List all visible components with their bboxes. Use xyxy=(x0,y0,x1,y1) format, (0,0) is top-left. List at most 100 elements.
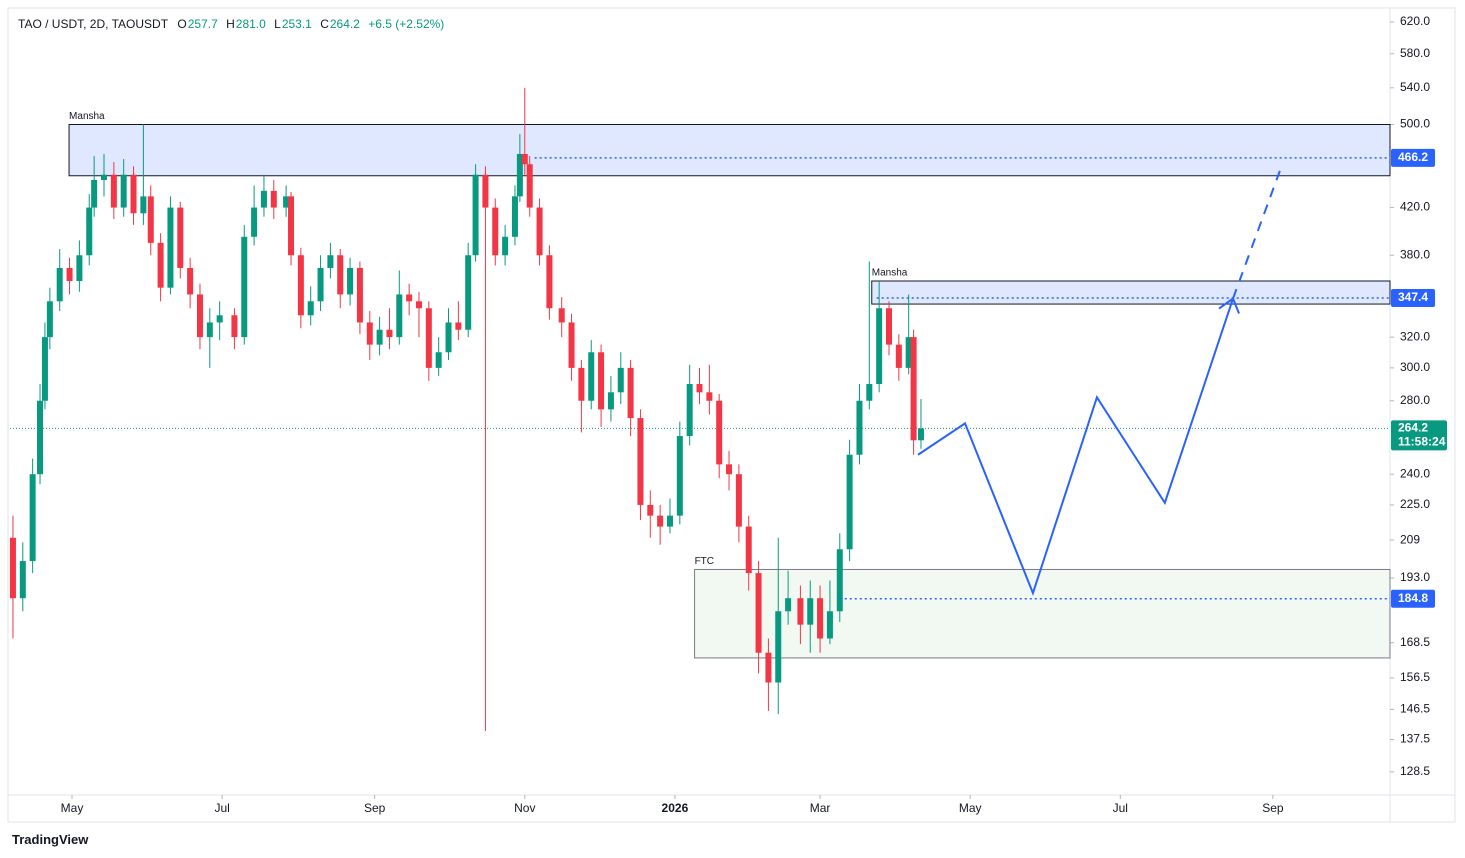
candle-body xyxy=(588,352,595,401)
candle-body xyxy=(876,308,883,385)
y-tick-label: 300.0 xyxy=(1400,360,1430,374)
candle-body xyxy=(187,267,194,295)
candle-body xyxy=(627,367,634,419)
last-price-badge xyxy=(1391,420,1447,451)
candle-body xyxy=(826,611,833,639)
candle-body xyxy=(66,267,73,282)
candle-body xyxy=(386,329,393,338)
price-badge xyxy=(1391,589,1435,608)
symbol: TAO / USDT, 2D, TAOUSDT xyxy=(18,17,169,31)
candle-body xyxy=(686,384,693,437)
y-tick-label: 540.0 xyxy=(1400,80,1430,94)
candle-body xyxy=(482,174,489,208)
candle-body xyxy=(445,322,452,353)
candle-body xyxy=(56,267,63,302)
price-badge xyxy=(1391,288,1435,307)
y-tick-label: 156.5 xyxy=(1400,670,1430,684)
candle-body xyxy=(347,267,354,295)
candle-body xyxy=(817,598,824,639)
y-tick-label: 420.0 xyxy=(1400,200,1430,214)
candle-body xyxy=(885,308,892,345)
candle-body xyxy=(465,255,472,330)
y-tick-label: 280.0 xyxy=(1400,393,1430,407)
candle-body xyxy=(425,308,432,368)
candle-body xyxy=(140,196,147,214)
close-key: C xyxy=(320,17,329,31)
candle-body xyxy=(696,384,703,393)
candle-body xyxy=(598,352,605,410)
frame xyxy=(7,7,1456,823)
candle-body xyxy=(617,367,624,393)
candle-body xyxy=(895,344,902,368)
candle-body xyxy=(356,267,363,323)
candle-body xyxy=(120,174,127,208)
projection-path xyxy=(1232,170,1281,299)
zone xyxy=(68,123,1391,177)
candle-body xyxy=(231,315,238,338)
candle-body xyxy=(578,367,585,401)
y-tick-label: 209 xyxy=(1400,532,1420,546)
candle-body xyxy=(836,549,843,612)
high-key: H xyxy=(226,17,235,31)
candle-body xyxy=(41,337,48,401)
candle-body xyxy=(607,392,614,410)
zone-label: FTC xyxy=(695,556,714,567)
candle-body xyxy=(46,301,53,338)
candle-body xyxy=(666,515,673,527)
candle-body xyxy=(716,400,723,465)
candle-body xyxy=(147,196,154,243)
y-tick-label: 225.0 xyxy=(1400,497,1430,511)
low-value: 253.1 xyxy=(281,17,312,31)
candle-body xyxy=(866,384,873,401)
last-price-label: 264.2 xyxy=(1398,421,1428,435)
candle-body xyxy=(260,190,267,208)
projection-path xyxy=(917,298,1234,597)
candle-body xyxy=(755,573,762,653)
candle-body xyxy=(435,352,442,368)
open-key: O xyxy=(177,17,187,31)
candle-body xyxy=(775,611,782,683)
x-tick-label: May xyxy=(61,801,84,815)
candle-body xyxy=(917,428,924,441)
candle-body xyxy=(657,515,664,527)
candle-body xyxy=(196,294,203,338)
price-badge xyxy=(1391,148,1435,167)
candle-body xyxy=(283,196,290,208)
legend-header: TAO / USDT, 2D, TAOUSDT O257.7 H281.0 L2… xyxy=(18,17,449,31)
candle-body xyxy=(19,561,26,599)
y-tick-label: 193.0 xyxy=(1400,570,1430,584)
y-tick-label: 146.5 xyxy=(1400,702,1430,716)
candle-body xyxy=(297,255,304,316)
candle-body xyxy=(157,242,164,288)
candle-body xyxy=(241,236,248,338)
candle-body xyxy=(521,153,528,165)
brand-logo[interactable]: TradingView xyxy=(12,832,88,847)
zone-label: Mansha xyxy=(872,268,908,279)
x-tick-label: Mar xyxy=(810,801,831,815)
candle-body xyxy=(86,207,93,256)
candle-body xyxy=(526,164,533,208)
high-value: 281.0 xyxy=(235,17,266,31)
candle-body xyxy=(558,308,565,323)
candle-body xyxy=(516,153,523,197)
candle-body xyxy=(502,236,509,256)
brand-text: TradingView xyxy=(12,832,89,847)
candle-body xyxy=(568,322,575,368)
candle-body xyxy=(216,315,223,323)
x-tick-label: Jul xyxy=(214,801,229,815)
price-badge-label: 184.8 xyxy=(1398,591,1428,605)
x-tick-label: May xyxy=(959,801,982,815)
candle-body xyxy=(846,454,853,550)
candle-body xyxy=(905,337,912,368)
candle-body xyxy=(396,294,403,338)
candle-body xyxy=(101,174,108,181)
y-tick-label: 580.0 xyxy=(1400,46,1430,60)
price-badge-label: 347.4 xyxy=(1398,290,1428,304)
candle-body xyxy=(406,294,413,302)
x-tick-label: Jul xyxy=(1113,801,1128,815)
candle-body xyxy=(455,322,462,330)
candle-body xyxy=(676,436,683,516)
candle-body xyxy=(130,174,137,214)
zone xyxy=(871,280,1391,305)
